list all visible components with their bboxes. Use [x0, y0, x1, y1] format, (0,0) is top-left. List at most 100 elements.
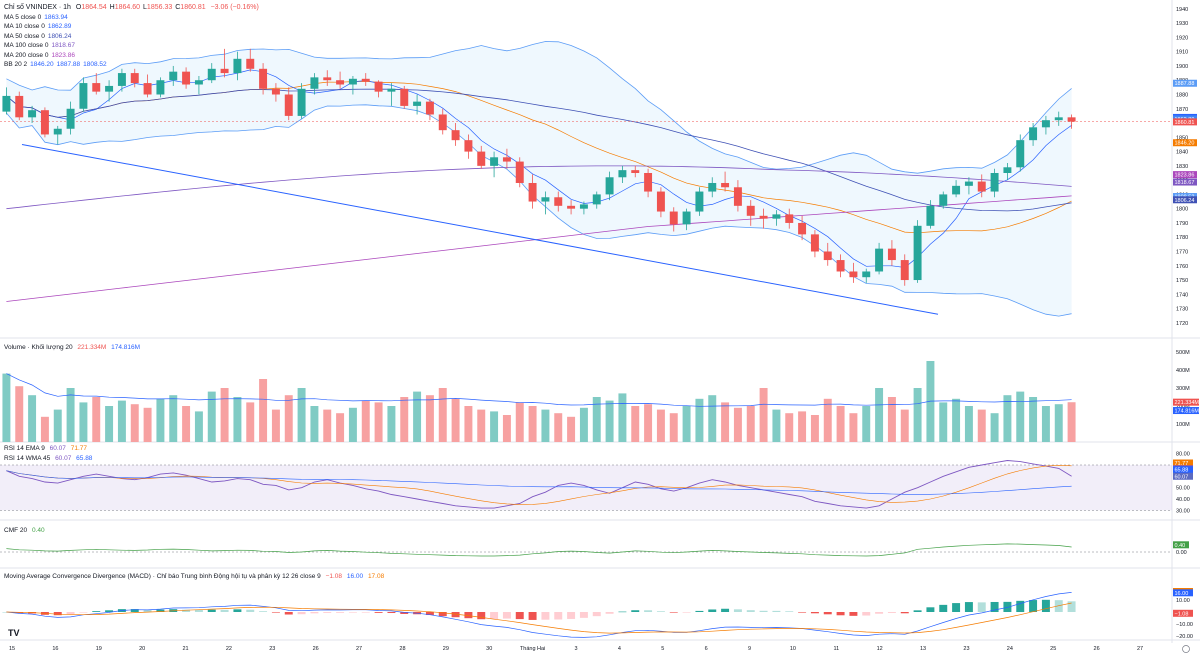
price-tick-label: 1940 [1176, 7, 1188, 13]
macd-histogram-bar [656, 611, 665, 612]
volume-bar [387, 406, 396, 442]
rsi-badge-label: 60.07 [1175, 474, 1189, 480]
time-tick-label: 28 [399, 646, 405, 652]
volume-bar [15, 386, 24, 442]
time-tick-label: 19 [96, 646, 102, 652]
time-tick-label: 25 [1050, 646, 1056, 652]
macd-histogram-bar [810, 612, 819, 614]
macd-histogram-bar [567, 612, 576, 619]
candle-body [1029, 127, 1038, 141]
volume-bar [952, 398, 961, 442]
time-tick-label: 4 [618, 646, 621, 652]
ohlc-number: 1856.33 [146, 4, 173, 11]
rsi-legend-row: RSI 14 WMA 45 60.07 65.88 [4, 454, 92, 464]
candle-body [515, 161, 524, 183]
candle-body [592, 194, 601, 205]
volume-bar [798, 411, 807, 442]
volume-badge [1173, 407, 1199, 415]
macd-histogram-bar [1054, 600, 1063, 612]
time-tick-label: 9 [748, 646, 751, 652]
candle-body [605, 177, 614, 195]
cmf-legend-value: 0.40 [31, 527, 45, 534]
rsi-tick-label: 30.00 [1176, 508, 1190, 514]
macd-histogram-bar [336, 612, 345, 613]
candle-body [451, 130, 460, 141]
volume-bar [53, 409, 62, 442]
volume-bar [733, 407, 742, 442]
price-tick-label: 1800 [1176, 207, 1188, 213]
volume-bar [425, 395, 434, 442]
ma200-line [6, 195, 1072, 302]
overlay-legend-row[interactable]: MA 5 close 0 1863.94 [4, 13, 259, 23]
volume-tick-label: 200M [1176, 404, 1190, 410]
price-badge-label: 1860.81 [1175, 120, 1195, 126]
volume-bar [631, 406, 640, 442]
price-badge-label: 1887.88 [1175, 81, 1195, 87]
ohlc-c-value: C1860.81 [175, 4, 205, 11]
candle-body [721, 182, 730, 188]
overlay-legend-row[interactable]: MA 50 close 0 1806.24 [4, 32, 259, 42]
price-tick-label: 1770 [1176, 249, 1188, 255]
volume-ma-legend-value: 174.816M [111, 344, 141, 351]
candle-body [79, 83, 88, 109]
candle-body [348, 78, 357, 85]
macd-histogram-bar [746, 610, 755, 612]
volume-bar [644, 404, 653, 442]
volume-bar [862, 406, 871, 442]
candle-body [117, 73, 126, 86]
candle-body [1067, 117, 1076, 122]
macd-histogram-bar [477, 612, 486, 620]
symbol-row: Chỉ số VNINDEX · 1h O1864.54 H1864.60 L185… [4, 3, 259, 13]
price-change: −3.06 (−0.16%) [210, 4, 259, 11]
macd-legend-value: 16.00 [346, 573, 364, 580]
volume-bar [1003, 395, 1012, 442]
cmf-badge [1173, 541, 1189, 549]
volume-bar [310, 406, 319, 442]
macd-histogram-bar [592, 612, 601, 617]
macd-histogram-bar [682, 612, 691, 613]
macd-histogram-bar [964, 602, 973, 612]
time-tick-label: 11 [833, 646, 839, 652]
macd-histogram-bar [669, 612, 678, 613]
overlay-label: MA 200 close 0 [4, 51, 49, 59]
ohlc-number: 1864.54 [81, 4, 107, 11]
volume-legend: Volume · Khối lượng 20 221.334M 174.816M [4, 343, 140, 353]
macd-histogram-bar [284, 612, 293, 615]
volume-bar [939, 402, 948, 442]
volume-tick-label: 400M [1176, 368, 1190, 374]
overlay-value: 1846.20 [30, 61, 54, 68]
rsi-badge-label: 71.77 [1175, 461, 1189, 467]
overlay-legend-row[interactable]: MA 200 close 0 1823.86 [4, 51, 259, 61]
candle-body [849, 271, 858, 278]
volume-bar [810, 415, 819, 442]
overlay-value: 1818.67 [51, 42, 75, 49]
overlay-legend-row[interactable]: MA 10 close 0 1862.89 [4, 22, 259, 32]
volume-bar [105, 406, 114, 442]
volume-bar [579, 407, 588, 442]
macd-histogram-bar [130, 609, 139, 612]
price-tick-label: 1910 [1176, 50, 1188, 56]
rsi-badge [1173, 472, 1193, 480]
tradingview-logo-icon[interactable]: TV [8, 628, 20, 638]
time-tick-label: 3 [574, 646, 577, 652]
macd-histogram-bar [310, 612, 319, 614]
overlay-legend-row[interactable]: MA 100 close 0 1818.67 [4, 41, 259, 51]
volume-bar [451, 398, 460, 442]
candle-body [759, 215, 768, 219]
overlay-value: 1806.24 [47, 32, 72, 40]
cmf-line [6, 543, 1072, 557]
candle-body [284, 94, 293, 116]
cmf-legend-label: CMF 20 [4, 527, 28, 534]
macd-histogram-bar [79, 612, 88, 613]
rsi-tick-label: 50.00 [1176, 486, 1190, 492]
volume-bar [836, 406, 845, 442]
overlay-legend-row[interactable]: BB 20 2 1846.20 1887.88 1808.52 [4, 60, 259, 70]
volume-bar [875, 388, 884, 442]
macd-histogram-bar [887, 612, 896, 613]
volume-bar [490, 411, 499, 442]
rsi-legend-row: RSI 14 EMA 9 60.07 71.77 [4, 444, 92, 454]
macd-histogram-bar [425, 612, 434, 616]
